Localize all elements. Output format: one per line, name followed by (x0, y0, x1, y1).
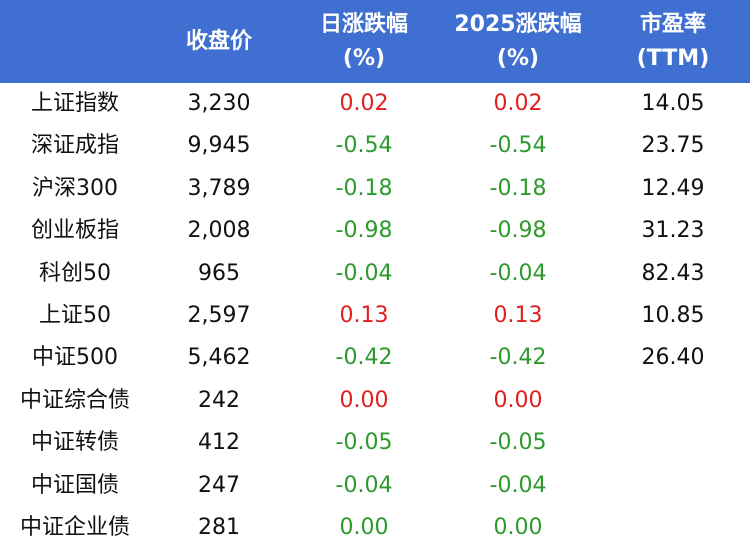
index-name: 中证500 (32, 345, 118, 371)
index-name: 创业板指 (30, 218, 119, 244)
day-change: 0.13 (339, 302, 389, 328)
day-change: -0.04 (335, 260, 393, 286)
pe-ratio: 31.23 (641, 218, 705, 244)
ytd-change: -0.54 (489, 133, 547, 159)
ytd-change: -0.04 (489, 260, 547, 286)
header-ytd-line2: (%) (496, 45, 540, 71)
table-body: 上证指数 3,230 0.02 0.02 14.05 深证成指 9,945 -0.54 -0.5… (0, 83, 750, 549)
day-change: -0.54 (335, 133, 393, 159)
table-row: 中证综合债 242 0.00 0.00 (0, 380, 750, 422)
pe-ratio: 23.75 (641, 133, 705, 159)
pe-ratio: 26.40 (641, 345, 705, 371)
close-price: 2,597 (187, 302, 251, 328)
header-ytd-change: 2025涨跌幅 (%) (440, 0, 596, 83)
pe-ratio: 14.05 (641, 91, 705, 116)
header-pe-line1: 市盈率 (639, 11, 706, 37)
table-row: 科创50 965 -0.04 -0.04 82.43 (0, 253, 750, 295)
table-row: 沪深300 3,789 -0.18 -0.18 12.49 (0, 168, 750, 210)
header-day-change: 日涨跌幅 (%) (288, 0, 440, 83)
table-row: 中证500 5,462 -0.42 -0.42 26.40 (0, 337, 750, 379)
table-row: 中证企业债 281 0.00 0.00 (0, 507, 750, 549)
index-name: 中证转债 (30, 430, 119, 456)
header-close-label: 收盘价 (185, 28, 252, 54)
table-row: 中证国债 247 -0.04 -0.04 (0, 465, 750, 507)
pe-ratio (596, 465, 750, 507)
header-close: 收盘价 (150, 0, 288, 83)
table-row: 中证转债 412 -0.05 -0.05 (0, 422, 750, 464)
header-pe-line2: (TTM) (636, 45, 710, 71)
day-change: 0.00 (339, 514, 389, 540)
index-name: 深证成指 (30, 133, 119, 159)
pe-ratio: 82.43 (641, 260, 705, 286)
index-name: 沪深300 (32, 175, 118, 201)
header-day-line1: 日涨跌幅 (319, 11, 408, 37)
day-change: 0.00 (339, 387, 389, 413)
index-name: 上证指数 (30, 91, 119, 116)
ytd-change: 0.02 (493, 91, 543, 116)
header-pe: 市盈率 (TTM) (596, 0, 750, 83)
ytd-change: 0.13 (493, 302, 543, 328)
ytd-change: -0.18 (489, 175, 547, 201)
index-name: 上证50 (39, 302, 111, 328)
ytd-change: 0.00 (493, 514, 543, 540)
day-change: -0.18 (335, 175, 393, 201)
close-price: 242 (198, 387, 240, 413)
day-change: -0.98 (335, 218, 393, 244)
day-change: -0.05 (335, 430, 393, 456)
close-price: 9,945 (187, 133, 251, 159)
close-price: 247 (198, 472, 240, 498)
table-header: 收盘价 日涨跌幅 (%) 2025涨跌幅 (%) 市盈率 (TTM) (0, 0, 750, 83)
pe-ratio: 10.85 (641, 302, 705, 328)
index-name: 中证企业债 (19, 514, 130, 540)
table-row: 上证指数 3,230 0.02 0.02 14.05 (0, 83, 750, 125)
pe-ratio (596, 507, 750, 549)
table-row: 上证50 2,597 0.13 0.13 10.85 (0, 295, 750, 337)
table-row: 创业板指 2,008 -0.98 -0.98 31.23 (0, 210, 750, 252)
close-price: 5,462 (187, 345, 251, 371)
pe-ratio: 12.49 (641, 175, 705, 201)
ytd-change: -0.05 (489, 430, 547, 456)
close-price: 281 (198, 514, 240, 540)
close-price: 412 (198, 430, 240, 456)
pe-ratio (596, 380, 750, 422)
table-row: 深证成指 9,945 -0.54 -0.54 23.75 (0, 125, 750, 167)
index-name: 中证国债 (30, 472, 119, 498)
header-ytd-line1: 2025涨跌幅 (454, 11, 582, 37)
header-name (0, 0, 150, 83)
ytd-change: -0.04 (489, 472, 547, 498)
close-price: 2,008 (187, 218, 251, 244)
index-name: 中证综合债 (19, 387, 130, 413)
ytd-change: -0.42 (489, 345, 547, 371)
ytd-change: 0.00 (493, 387, 543, 413)
ytd-change: -0.98 (489, 218, 547, 244)
pe-ratio (596, 422, 750, 464)
day-change: -0.42 (335, 345, 393, 371)
header-day-line2: (%) (342, 45, 386, 71)
close-price: 965 (198, 260, 240, 286)
close-price: 3,789 (187, 175, 251, 201)
close-price: 3,230 (187, 91, 251, 116)
day-change: 0.02 (339, 91, 389, 116)
index-name: 科创50 (39, 260, 111, 286)
day-change: -0.04 (335, 472, 393, 498)
